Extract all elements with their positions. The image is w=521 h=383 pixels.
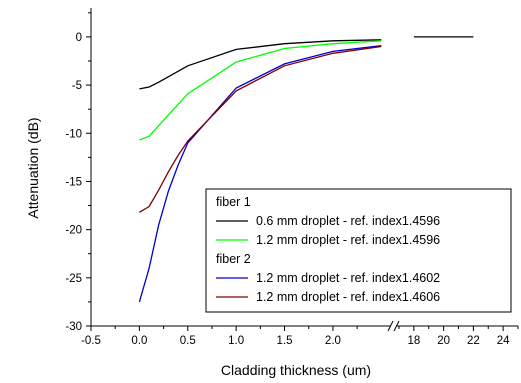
legend-box [205, 188, 512, 313]
series-layer [138, 36, 474, 303]
legend-entry: 1.2 mm droplet - ref. index1.4596 [256, 233, 440, 247]
legend-entry: 1.2 mm droplet - ref. index1.4602 [256, 271, 440, 285]
y-tick-label: -15 [65, 176, 82, 188]
axis-break-mark [387, 320, 394, 332]
x-tick-label: 1.0 [228, 335, 244, 347]
y-tick-label: -25 [65, 273, 82, 285]
y-tick-label: -30 [65, 321, 82, 333]
x-tick-label: 2.0 [325, 335, 341, 347]
series-line-3 [138, 44, 382, 303]
y-tick-label: 0 [76, 32, 82, 44]
series-line-4 [139, 45, 382, 213]
legend-entry: 0.6 mm droplet - ref. index1.4596 [256, 214, 440, 228]
x-tick-label: -0.5 [81, 335, 101, 347]
y-tick-label: -10 [65, 128, 82, 140]
y-tick-label: -20 [65, 225, 82, 237]
series-line-2 [139, 40, 382, 141]
axes: 0 -5 -10 -15 -20 -25 -30 -0.5 0.0 0.5 1.0 1.5 2.0 18 2… [65, 12, 519, 347]
x-tick-label: 24 [497, 335, 510, 347]
x-tick-label: 0.0 [131, 335, 147, 347]
x-tick-label: 20 [437, 335, 450, 347]
legend-entry: 1.2 mm droplet - ref. index1.4606 [256, 290, 440, 304]
series-line-1 [139, 39, 382, 90]
x-axis-title: Cladding thickness (um) [221, 362, 371, 378]
legend-group-title: fiber 2 [216, 252, 251, 266]
legend: fiber 1 0.6 mm droplet - ref. index1.4596… [205, 188, 512, 313]
x-tick-label: 0.5 [180, 335, 196, 347]
legend-group-title: fiber 1 [216, 195, 251, 209]
y-axis-title: Attenuation (dB) [25, 117, 41, 218]
y-tick-label: -5 [72, 80, 82, 92]
x-tick-label: 18 [407, 335, 420, 347]
x-tick-label: 1.5 [277, 335, 293, 347]
axis-break-mark [393, 320, 400, 332]
x-tick-label: 22 [467, 335, 480, 347]
